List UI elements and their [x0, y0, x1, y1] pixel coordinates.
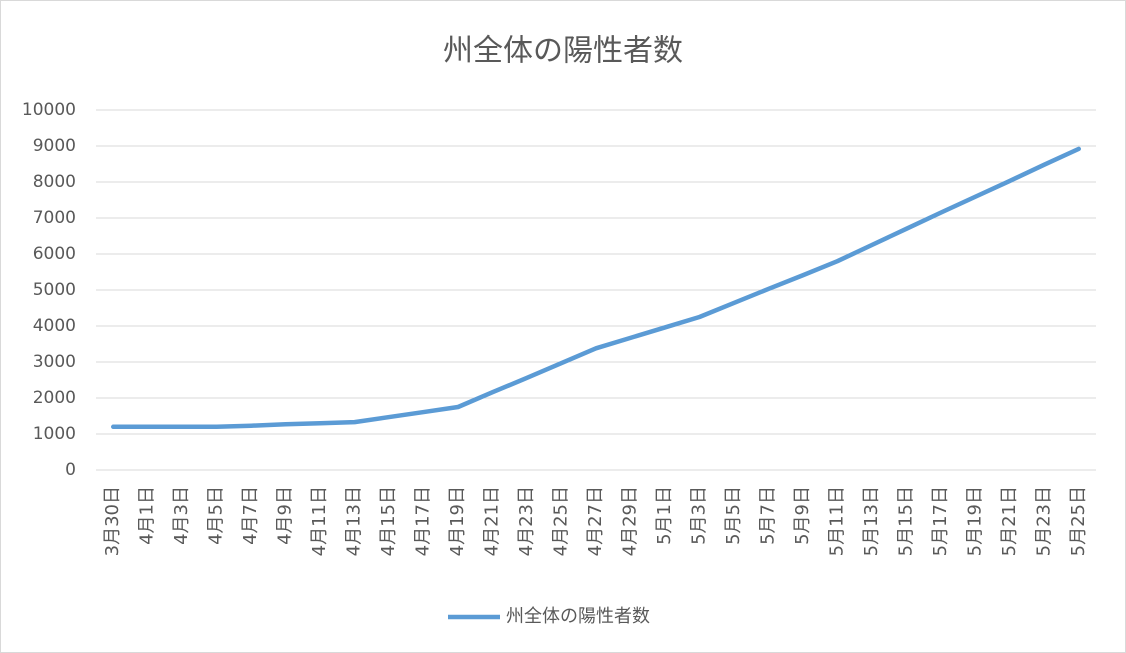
x-tick-label: 4月19日	[447, 486, 468, 556]
x-tick-label: 4月23日	[516, 486, 537, 556]
y-tick-label: 10000	[22, 100, 76, 120]
x-tick-label: 5月11日	[826, 486, 847, 556]
x-tick-label: 4月7日	[240, 486, 261, 545]
x-tick-label: 4月25日	[551, 486, 572, 556]
y-tick-label: 3000	[33, 352, 76, 372]
x-tick-label: 5月19日	[964, 486, 985, 556]
x-tick-label: 5月23日	[1033, 486, 1054, 556]
x-tick-label: 5月5日	[723, 486, 744, 545]
x-tick-label: 4月27日	[585, 486, 606, 556]
x-tick-label: 4月3日	[171, 486, 192, 545]
x-tick-label: 4月11日	[309, 486, 330, 556]
x-tick-label: 5月7日	[757, 486, 778, 545]
x-tick-label: 4月17日	[413, 486, 434, 556]
x-tick-label: 4月21日	[482, 486, 503, 556]
y-tick-label: 4000	[33, 316, 76, 336]
y-tick-label: 7000	[33, 208, 76, 228]
line	[110, 146, 1082, 430]
x-tick-label: 4月9日	[275, 486, 296, 545]
x-tick-label: 5月17日	[930, 486, 951, 556]
y-tick-label: 8000	[33, 172, 76, 192]
x-tick-label: 5月21日	[999, 486, 1020, 556]
x-tick-label: 5月13日	[861, 486, 882, 556]
chart-title: 州全体の陽性者数	[443, 34, 683, 69]
y-tick-label: 9000	[33, 136, 76, 156]
x-tick-label: 5月15日	[895, 486, 916, 556]
x-tick-label: 4月13日	[344, 486, 365, 556]
y-tick-label: 1000	[33, 424, 76, 444]
y-tick-label: 5000	[33, 280, 76, 300]
y-tick-label: 0	[65, 460, 76, 480]
x-tick-label: 4月15日	[378, 486, 399, 556]
x-tick-label: 4月29日	[619, 486, 640, 556]
legend-label: 州全体の陽性者数	[506, 606, 650, 627]
x-tick-label: 3月30日	[102, 486, 123, 556]
y-tick-label: 2000	[33, 388, 76, 408]
x-tick-label: 4月1日	[137, 486, 158, 545]
x-tick-label: 5月1日	[654, 486, 675, 545]
x-tick-label: 5月9日	[792, 486, 813, 545]
x-tick-label: 4月5日	[206, 486, 227, 545]
x-tick-label: 5月25日	[1068, 486, 1089, 556]
x-tick-label: 5月3日	[688, 486, 709, 545]
y-tick-label: 6000	[33, 244, 76, 264]
